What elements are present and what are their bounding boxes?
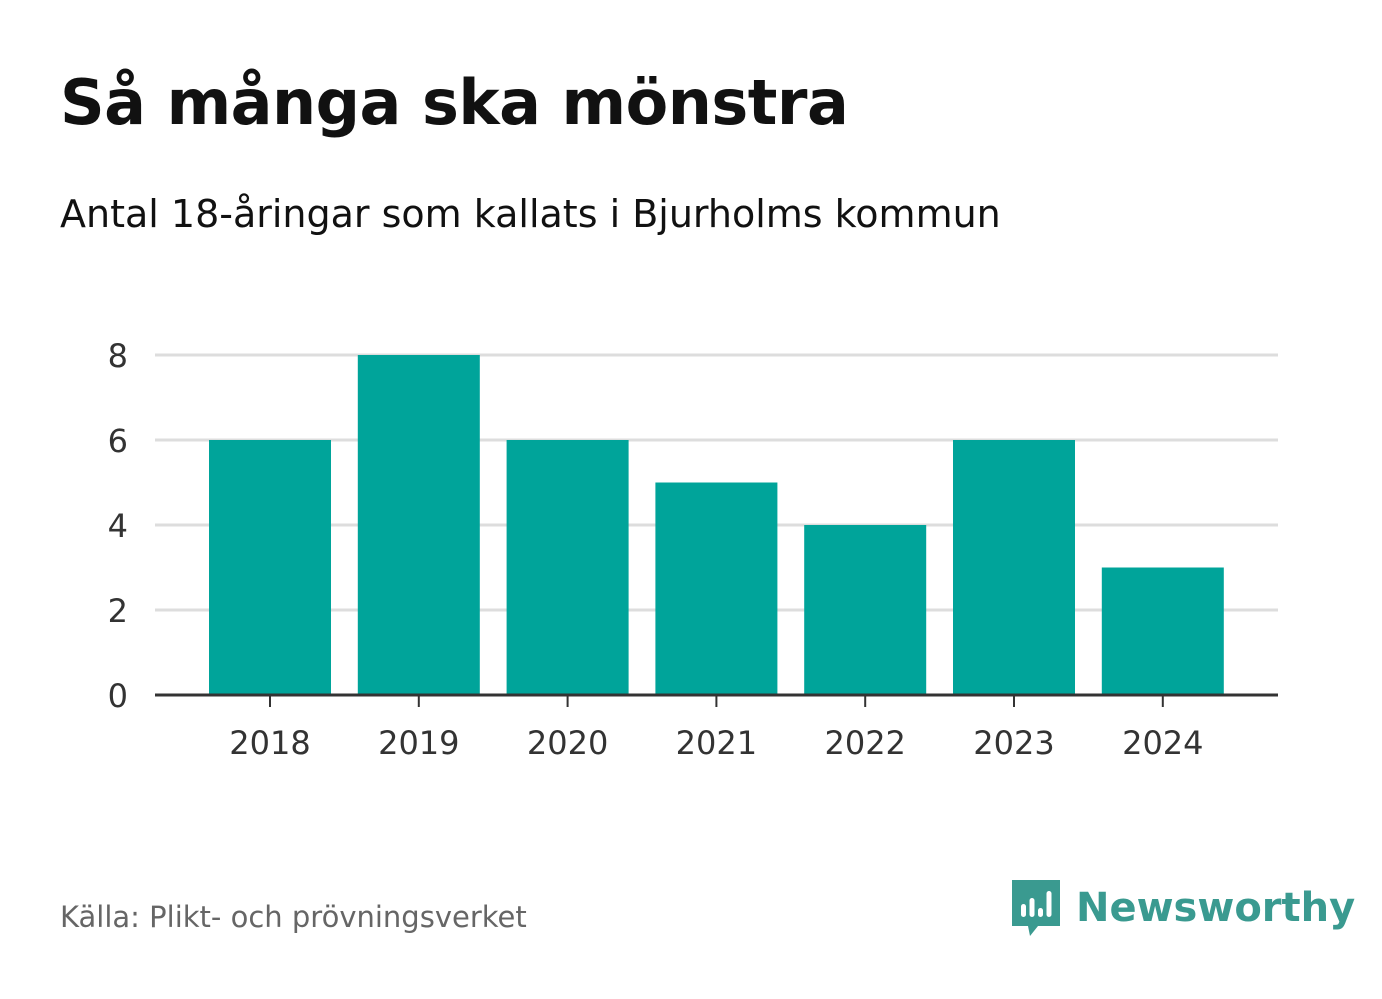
bar-2024 (1101, 567, 1224, 695)
x-tick-label: 2024 (1122, 724, 1203, 762)
x-tick-label: 2022 (824, 724, 905, 762)
x-tick-label: 2019 (378, 724, 459, 762)
chart-title: Så många ska mönstra (60, 66, 849, 139)
bar-2019 (357, 355, 480, 695)
y-tick-label: 2 (108, 592, 128, 630)
newsworthy-logo-icon (1012, 880, 1060, 936)
brand-logo[interactable]: Newsworthy (1010, 878, 1355, 938)
y-tick-label: 4 (108, 507, 128, 545)
bar-2018 (209, 440, 331, 695)
bar-2021 (655, 482, 778, 695)
bar-2022 (804, 525, 927, 695)
bars (209, 355, 1224, 695)
chart-subtitle: Antal 18-åringar som kallats i Bjurholms… (60, 192, 1001, 236)
y-tick-label: 6 (108, 422, 128, 460)
x-tick-label: 2021 (676, 724, 757, 762)
x-tick-label: 2020 (527, 724, 608, 762)
x-tick-label: 2023 (973, 724, 1054, 762)
axes: 0 2 4 6 8 2018 2019 2020 2021 2022 2023 2024 (108, 337, 1278, 762)
brand-name: Newsworthy (1076, 885, 1356, 931)
y-tick-label: 0 (108, 677, 128, 715)
x-tick-label: 2018 (229, 724, 310, 762)
bar-2023 (953, 440, 1075, 695)
source-note: Källa: Plikt- och prövningsverket (60, 900, 527, 934)
y-tick-label: 8 (108, 337, 128, 375)
bar-2020 (506, 440, 629, 695)
